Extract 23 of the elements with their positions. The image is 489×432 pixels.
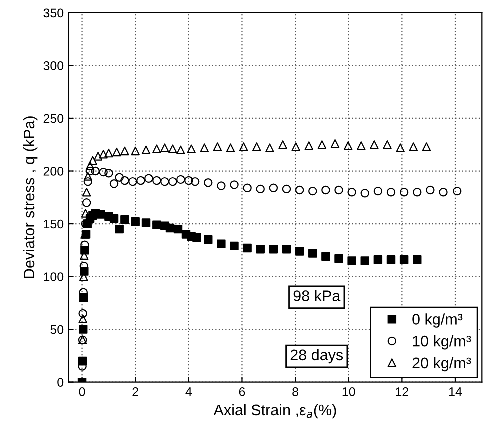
x-tick-label: 6 <box>239 388 246 396</box>
y-tick-label: 0 <box>58 378 64 387</box>
x-axis-title: Axial Strain ,ε$_{a}$(%) <box>214 404 336 419</box>
y-tick-label: 200 <box>44 167 64 176</box>
legend-label: 0 kg/m³ <box>412 314 463 328</box>
x-tick-label: 14 <box>450 388 462 396</box>
y-axis-title: Deviator stress , q (kPa) <box>23 116 38 278</box>
y-tick-label: 300 <box>44 62 64 70</box>
y-tick-label: 350 <box>44 8 64 18</box>
y-tick-label: 100 <box>44 272 64 282</box>
x-tick-label: 0 <box>79 388 86 396</box>
y-tick-label: 250 <box>44 114 64 124</box>
y-tick-label: 150 <box>44 220 64 229</box>
x-tick-label: 12 <box>396 388 409 396</box>
legend-label: 20 kg/m³ <box>412 357 472 372</box>
annotation: 28 days <box>290 349 344 364</box>
y-tick-label: 50 <box>50 325 64 334</box>
annotation: 98 kPa <box>294 290 341 302</box>
legend-label: 10 kg/m³ <box>413 336 472 350</box>
x-tick-label: 2 <box>132 388 138 396</box>
x-tick-label: 4 <box>186 388 192 396</box>
x-tick-label: 10 <box>342 388 356 396</box>
x-tick-label: 8 <box>292 388 298 396</box>
